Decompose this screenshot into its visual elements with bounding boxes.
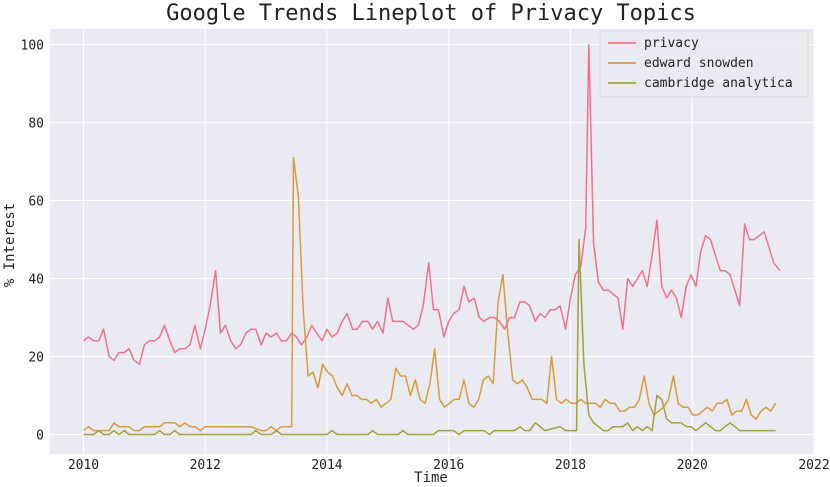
x-tick-label: 2020 (677, 458, 708, 473)
legend-label: cambridge analytica (644, 76, 793, 91)
series-line-cambridge-analytica (83, 238, 776, 436)
x-tick-label: 2018 (555, 458, 586, 473)
x-tick-label: 2022 (798, 458, 829, 473)
x-tick-label: 2012 (190, 458, 221, 473)
grid-lines (50, 29, 815, 454)
y-tick-label: 20 (28, 351, 44, 366)
legend: privacy edward snowden cambridge analytica (599, 30, 809, 98)
y-tick-label: 0 (36, 429, 44, 444)
y-tick-label: 80 (28, 117, 44, 132)
plot-background (50, 29, 814, 454)
x-tick-labels: 2010 2012 2014 2016 2018 2020 2022 (68, 458, 830, 473)
x-tick-label: 2016 (433, 458, 464, 473)
y-tick-label: 40 (28, 273, 44, 288)
x-axis-label: Time (414, 470, 448, 486)
series-line-edward-snowden (83, 156, 777, 432)
y-tick-label: 100 (21, 39, 44, 54)
series-line-privacy (83, 43, 781, 366)
y-tick-label: 60 (28, 195, 44, 210)
x-tick-label: 2014 (311, 458, 342, 473)
x-tick-label: 2010 (68, 458, 99, 473)
y-axis-label: % Interest (2, 203, 18, 287)
legend-label: privacy (644, 36, 699, 51)
y-tick-labels: 0 20 40 60 80 100 (21, 39, 44, 444)
series-lines (83, 43, 781, 436)
chart-title: Google Trends Lineplot of Privacy Topics (166, 1, 696, 26)
legend-label: edward snowden (644, 56, 754, 71)
legend-box (599, 30, 809, 98)
